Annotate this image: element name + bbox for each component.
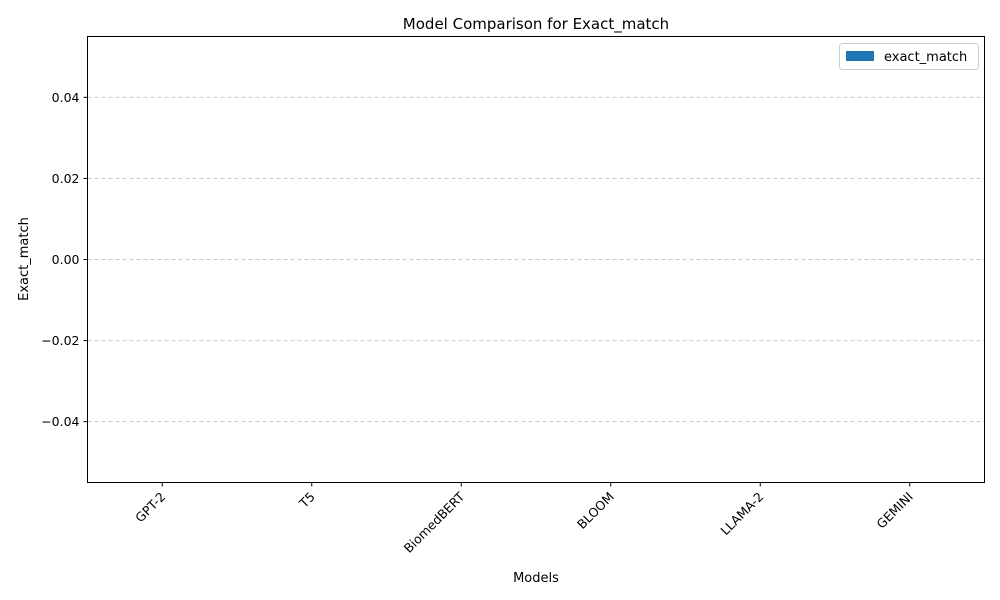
y-tick-label: 0.02 — [52, 171, 80, 186]
legend-swatch — [846, 51, 874, 61]
chart-title: Model Comparison for Exact_match — [403, 15, 669, 34]
y-tick-label: 0.00 — [52, 252, 80, 267]
legend: exact_match — [839, 43, 979, 70]
x-axis-label: Models — [513, 571, 559, 586]
y-tick-label: −0.02 — [41, 333, 79, 348]
y-axis-label: Exact_match — [17, 217, 32, 301]
y-tick-label: 0.04 — [52, 90, 80, 105]
grid-lines — [87, 96, 985, 423]
y-tick-label: −0.04 — [41, 414, 79, 429]
legend-box — [839, 43, 979, 70]
y-axis-ticks: −0.04 −0.02 0.00 0.02 0.04 — [41, 90, 88, 429]
legend-label: exact_match — [884, 50, 967, 65]
